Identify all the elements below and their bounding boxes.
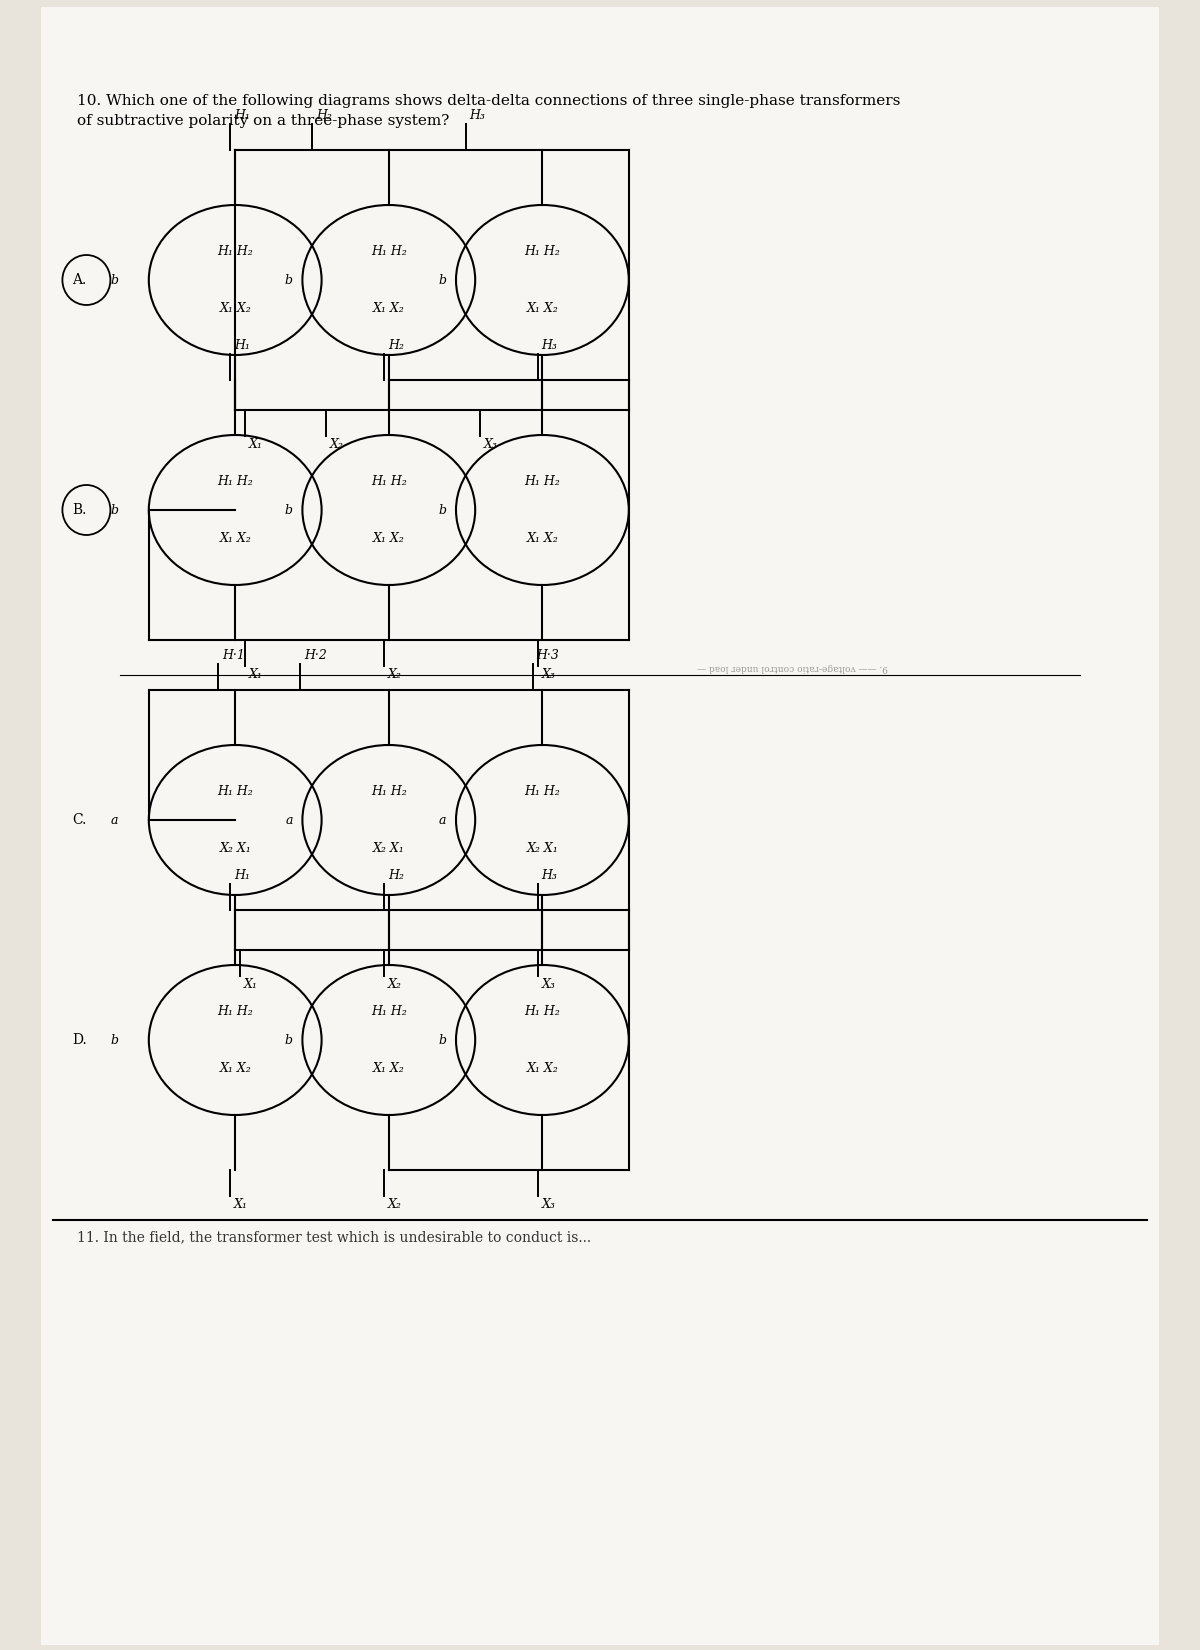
Text: H·3: H·3 xyxy=(536,648,559,662)
Text: H₁ H₂: H₁ H₂ xyxy=(217,244,253,257)
Text: X₁ X₂: X₁ X₂ xyxy=(220,531,251,545)
Text: a: a xyxy=(439,813,446,827)
Text: H₁ H₂: H₁ H₂ xyxy=(371,244,407,257)
Text: X₃: X₃ xyxy=(541,978,556,992)
Text: X₁ X₂: X₁ X₂ xyxy=(373,302,404,315)
Text: H₁: H₁ xyxy=(234,870,250,883)
Text: X₂ X₁: X₂ X₁ xyxy=(527,842,558,855)
Text: H₁ H₂: H₁ H₂ xyxy=(371,475,407,488)
FancyBboxPatch shape xyxy=(41,7,1159,1645)
Text: H₃: H₃ xyxy=(541,338,557,351)
Text: X₂: X₂ xyxy=(388,1198,402,1211)
Text: X₁: X₁ xyxy=(248,437,263,450)
Text: H·1: H·1 xyxy=(222,648,245,662)
Text: H₂: H₂ xyxy=(388,338,403,351)
Text: H₂: H₂ xyxy=(316,109,331,122)
Text: X₁ X₂: X₁ X₂ xyxy=(220,1063,251,1076)
Text: X₂: X₂ xyxy=(388,668,402,681)
Text: X₁ X₂: X₁ X₂ xyxy=(220,302,251,315)
Text: X₂ X₁: X₂ X₁ xyxy=(373,842,404,855)
Text: H₁: H₁ xyxy=(234,338,250,351)
Text: H₂: H₂ xyxy=(388,870,403,883)
Text: H₁ H₂: H₁ H₂ xyxy=(524,1005,560,1018)
Text: a: a xyxy=(286,813,293,827)
Text: H₁ H₂: H₁ H₂ xyxy=(524,785,560,799)
Text: X₁: X₁ xyxy=(248,668,263,681)
Text: X₁ X₂: X₁ X₂ xyxy=(527,1063,558,1076)
Text: b: b xyxy=(110,274,119,287)
Text: X₂: X₂ xyxy=(388,978,402,992)
Text: b: b xyxy=(284,503,293,516)
Text: b: b xyxy=(438,274,446,287)
Text: b: b xyxy=(110,1033,119,1046)
Text: X₁ X₂: X₁ X₂ xyxy=(373,531,404,545)
Text: 11. In the field, the transformer test which is undesirable to conduct is...: 11. In the field, the transformer test w… xyxy=(77,1229,590,1244)
Text: H₃: H₃ xyxy=(469,109,485,122)
Text: H₁ H₂: H₁ H₂ xyxy=(371,785,407,799)
Text: X₂: X₂ xyxy=(330,437,344,450)
Text: b: b xyxy=(438,1033,446,1046)
Text: H₁ H₂: H₁ H₂ xyxy=(371,1005,407,1018)
Text: b: b xyxy=(284,1033,293,1046)
Text: b: b xyxy=(110,503,119,516)
Text: H₁: H₁ xyxy=(234,109,250,122)
Text: H₁ H₂: H₁ H₂ xyxy=(217,475,253,488)
Text: X₃: X₃ xyxy=(541,668,556,681)
Text: X₁: X₁ xyxy=(244,978,258,992)
Text: 9. —— voltage-ratio control under load —: 9. —— voltage-ratio control under load — xyxy=(697,663,888,672)
Text: X₁: X₁ xyxy=(234,1198,248,1211)
Text: H₁ H₂: H₁ H₂ xyxy=(217,785,253,799)
Text: X₃: X₃ xyxy=(484,437,498,450)
Text: H·2: H·2 xyxy=(305,648,328,662)
Text: X₂ X₁: X₂ X₁ xyxy=(220,842,251,855)
Text: H₃: H₃ xyxy=(541,870,557,883)
Text: H₁ H₂: H₁ H₂ xyxy=(524,244,560,257)
Text: X₁ X₂: X₁ X₂ xyxy=(373,1063,404,1076)
Text: b: b xyxy=(284,274,293,287)
Text: X₁ X₂: X₁ X₂ xyxy=(527,531,558,545)
Text: C.: C. xyxy=(72,813,86,827)
Text: B.: B. xyxy=(72,503,86,516)
Text: A.: A. xyxy=(72,272,86,287)
Text: of subtractive polarity on a three-phase system?: of subtractive polarity on a three-phase… xyxy=(77,114,449,129)
Text: 10. Which one of the following diagrams shows delta-delta connections of three s: 10. Which one of the following diagrams … xyxy=(77,94,900,107)
Text: X₁ X₂: X₁ X₂ xyxy=(527,302,558,315)
Text: a: a xyxy=(110,813,118,827)
Text: H₁ H₂: H₁ H₂ xyxy=(524,475,560,488)
Text: H₁ H₂: H₁ H₂ xyxy=(217,1005,253,1018)
Text: D.: D. xyxy=(72,1033,86,1048)
Text: b: b xyxy=(438,503,446,516)
Text: X₃: X₃ xyxy=(541,1198,556,1211)
